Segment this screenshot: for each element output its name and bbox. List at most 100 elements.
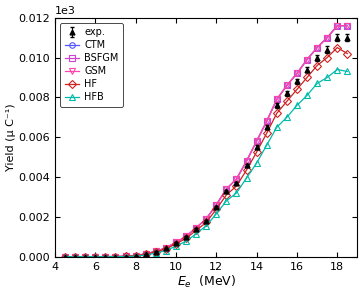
BSFGM bbox=[204, 217, 208, 221]
CTM bbox=[335, 24, 339, 28]
CTM bbox=[234, 177, 238, 181]
GSM bbox=[254, 139, 259, 143]
BSFGM bbox=[184, 235, 188, 238]
CTM bbox=[194, 226, 198, 230]
CTM bbox=[345, 24, 350, 28]
GSM bbox=[93, 255, 97, 258]
CTM bbox=[214, 203, 219, 207]
HFB bbox=[204, 224, 208, 228]
HFB bbox=[83, 255, 87, 258]
GSM bbox=[113, 255, 118, 258]
GSM bbox=[214, 203, 219, 207]
HF bbox=[214, 207, 219, 211]
HFB bbox=[174, 244, 178, 248]
BSFGM bbox=[113, 255, 118, 258]
CTM bbox=[184, 235, 188, 238]
Line: GSM: GSM bbox=[62, 23, 350, 260]
HF bbox=[224, 193, 229, 197]
HFB bbox=[335, 68, 339, 71]
BSFGM bbox=[143, 252, 148, 256]
BSFGM bbox=[234, 177, 238, 181]
HFB bbox=[305, 94, 309, 97]
CTM bbox=[224, 187, 229, 191]
HFB bbox=[164, 249, 168, 252]
HFB bbox=[265, 143, 269, 147]
GSM bbox=[204, 217, 208, 221]
HF bbox=[113, 255, 118, 258]
BSFGM bbox=[274, 98, 279, 101]
HF bbox=[305, 76, 309, 79]
BSFGM bbox=[103, 255, 107, 258]
BSFGM bbox=[254, 139, 259, 143]
GSM bbox=[83, 255, 87, 258]
GSM bbox=[143, 252, 148, 256]
GSM bbox=[315, 46, 319, 49]
BSFGM bbox=[325, 36, 329, 39]
CTM bbox=[295, 72, 299, 75]
HFB bbox=[224, 199, 229, 203]
HF bbox=[234, 184, 238, 188]
BSFGM bbox=[315, 46, 319, 49]
HFB bbox=[134, 255, 138, 258]
CTM bbox=[274, 98, 279, 101]
GSM bbox=[63, 255, 67, 258]
HF bbox=[274, 112, 279, 115]
GSM bbox=[123, 255, 128, 258]
BSFGM bbox=[305, 58, 309, 61]
BSFGM bbox=[194, 226, 198, 230]
HF bbox=[325, 56, 329, 59]
BSFGM bbox=[285, 84, 289, 87]
HF bbox=[244, 168, 249, 172]
HFB bbox=[93, 255, 97, 258]
BSFGM bbox=[224, 187, 229, 191]
HFB bbox=[143, 253, 148, 257]
GSM bbox=[234, 177, 238, 181]
CTM bbox=[244, 159, 249, 163]
Line: CTM: CTM bbox=[62, 23, 350, 260]
GSM bbox=[174, 241, 178, 244]
Y-axis label: Yield (μ C⁻¹): Yield (μ C⁻¹) bbox=[5, 103, 16, 171]
BSFGM bbox=[335, 24, 339, 28]
CTM bbox=[113, 255, 118, 258]
HF bbox=[345, 52, 350, 55]
BSFGM bbox=[265, 120, 269, 123]
CTM bbox=[154, 250, 158, 253]
CTM bbox=[174, 241, 178, 244]
GSM bbox=[73, 255, 77, 258]
BSFGM bbox=[295, 72, 299, 75]
HFB bbox=[194, 232, 198, 236]
BSFGM bbox=[63, 255, 67, 258]
GSM bbox=[244, 159, 249, 163]
Line: BSFGM: BSFGM bbox=[62, 23, 350, 260]
Line: HFB: HFB bbox=[62, 67, 350, 260]
CTM bbox=[285, 84, 289, 87]
GSM bbox=[224, 187, 229, 191]
HFB bbox=[244, 176, 249, 180]
HFB bbox=[63, 255, 67, 258]
HFB bbox=[254, 161, 259, 165]
Legend: exp., CTM, BSFGM, GSM, HF, HFB: exp., CTM, BSFGM, GSM, HF, HFB bbox=[60, 22, 123, 107]
HF bbox=[103, 255, 107, 258]
HF bbox=[194, 229, 198, 232]
CTM bbox=[83, 255, 87, 258]
HFB bbox=[113, 255, 118, 258]
CTM bbox=[265, 120, 269, 123]
HF bbox=[174, 242, 178, 246]
BSFGM bbox=[134, 254, 138, 258]
BSFGM bbox=[345, 24, 350, 28]
HFB bbox=[184, 239, 188, 243]
HF bbox=[295, 88, 299, 91]
HFB bbox=[214, 212, 219, 216]
CTM bbox=[164, 246, 168, 250]
HFB bbox=[234, 191, 238, 195]
HF bbox=[285, 99, 289, 103]
HFB bbox=[315, 82, 319, 85]
GSM bbox=[134, 254, 138, 258]
GSM bbox=[265, 120, 269, 123]
HFB bbox=[325, 76, 329, 79]
CTM bbox=[63, 255, 67, 258]
BSFGM bbox=[214, 203, 219, 207]
HFB bbox=[345, 70, 350, 73]
HFB bbox=[274, 126, 279, 129]
GSM bbox=[103, 255, 107, 258]
